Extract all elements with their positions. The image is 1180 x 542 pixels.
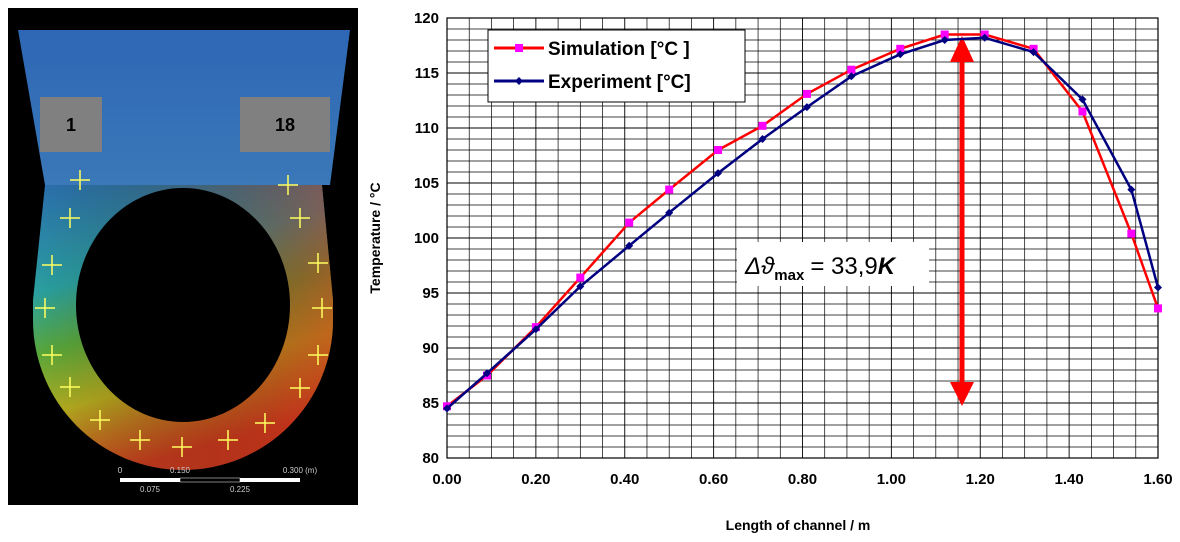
y-tick-label: 105 [414, 175, 439, 192]
data-point [576, 274, 584, 282]
scale-bar [120, 478, 180, 482]
chart: 0.00 0.20 0.40 0.60 0.80 1.00 1.20 1.40 1.60 80 85… [414, 10, 1173, 488]
annotation: Δϑmax = 33,9K [744, 253, 897, 284]
x-tick-label: 1.40 [1055, 471, 1084, 488]
x-tick-label: 0.20 [521, 471, 550, 488]
x-tick-label: 0.80 [788, 471, 817, 488]
x-tick-label: 0.40 [610, 471, 639, 488]
data-point [625, 219, 633, 227]
y-tick-label: 120 [414, 10, 439, 27]
y-tick-label: 115 [415, 65, 439, 82]
sensor-label: 18 [275, 115, 295, 135]
data-point [1127, 230, 1135, 238]
x-tick-label: 0.00 [432, 471, 461, 488]
legend-marker [515, 44, 523, 52]
scale-label: 0.150 [170, 466, 191, 475]
scale-bar [180, 478, 240, 482]
annotation-subscript: max [774, 267, 805, 284]
scale-label: 0.075 [140, 485, 161, 494]
channel-hole [76, 188, 290, 422]
data-point [1154, 304, 1162, 312]
x-tick-label: 1.20 [966, 471, 995, 488]
y-tick-label: 90 [422, 340, 439, 357]
data-point [803, 90, 811, 98]
data-point [665, 186, 673, 194]
y-tick-label: 95 [422, 285, 439, 302]
simulation-image: 1 18 0 0.150 0.300 (m) 0.075 0.225 [8, 8, 358, 505]
annotation-symbol: Δϑ [744, 253, 775, 280]
y-tick-label: 110 [415, 120, 439, 137]
data-point [714, 146, 722, 154]
data-point [759, 122, 767, 130]
sensor-label: 1 [66, 115, 76, 135]
x-tick-label: 1.00 [877, 471, 906, 488]
figure: 1 18 0 0.150 0.300 (m) 0.075 0.225 0.000… [0, 0, 1180, 537]
scale-label: 0.300 (m) [283, 466, 318, 475]
scale-label: 0 [118, 466, 123, 475]
legend-label: Simulation [°C ] [548, 39, 690, 60]
y-tick-label: 100 [414, 230, 439, 247]
y-axis-label: Temperature / °C [367, 182, 383, 293]
annotation-unit: K [878, 253, 897, 280]
x-tick-label: 1.60 [1143, 471, 1172, 488]
annotation-value: = 33,9 [810, 253, 877, 280]
y-tick-label: 85 [422, 395, 439, 412]
legend-label: Experiment [°C] [548, 72, 691, 93]
y-tick-label: 80 [422, 450, 439, 467]
scale-bar [240, 478, 300, 482]
x-tick-label: 0.60 [699, 471, 728, 488]
data-point [1078, 108, 1086, 116]
scale-label: 0.225 [230, 485, 251, 494]
x-axis-label: Length of channel / m [726, 517, 871, 533]
